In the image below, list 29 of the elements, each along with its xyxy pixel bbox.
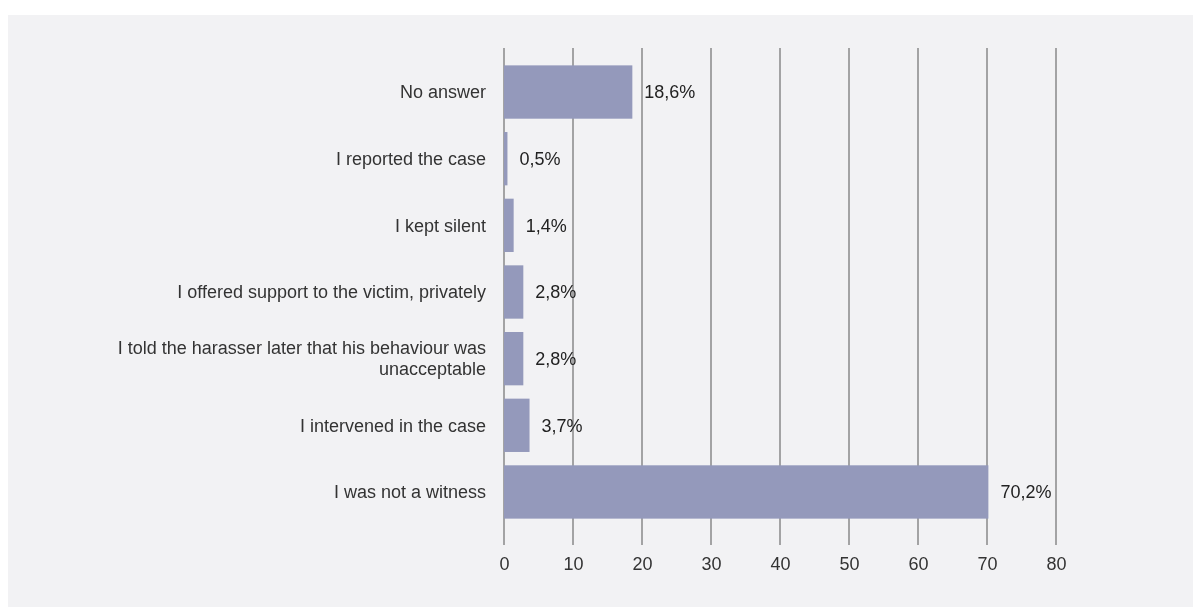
y-tick-label: I kept silent: [394, 215, 486, 236]
x-tick-label: 80: [1046, 553, 1067, 574]
x-tick-label: 40: [770, 553, 791, 574]
bar: [504, 65, 633, 119]
bar: [504, 198, 514, 253]
x-tick-label: 20: [632, 553, 653, 574]
data-label: 2,8%: [535, 348, 577, 369]
data-label: 3,7%: [541, 415, 583, 436]
y-tick-label: I offered support to the victim, privately: [177, 282, 486, 303]
x-tick-label: 30: [701, 553, 722, 574]
y-tick-label: No answer: [399, 82, 486, 103]
x-tick-label: 0: [499, 553, 510, 574]
y-tick-label: I told the harasser later that his behaviour was unacceptable: [117, 338, 486, 380]
x-tick-label: 50: [839, 553, 860, 574]
y-tick-label: I was not a witness: [333, 482, 486, 503]
bar: [504, 465, 989, 519]
data-label: 0,5%: [519, 148, 561, 169]
data-label: 70,2%: [1000, 482, 1052, 503]
y-tick-label: I reported the case: [335, 148, 486, 169]
x-tick-label: 60: [908, 553, 929, 574]
data-label: 18,6%: [644, 82, 696, 103]
bar: [504, 265, 524, 319]
data-label: 2,8%: [535, 282, 577, 303]
bar: [504, 398, 530, 452]
bar: [504, 331, 524, 386]
data-label: 1,4%: [525, 215, 567, 236]
y-tick-label: I intervened in the case: [299, 415, 486, 436]
x-tick-label: 70: [977, 553, 998, 574]
x-tick-label: 10: [563, 553, 584, 574]
